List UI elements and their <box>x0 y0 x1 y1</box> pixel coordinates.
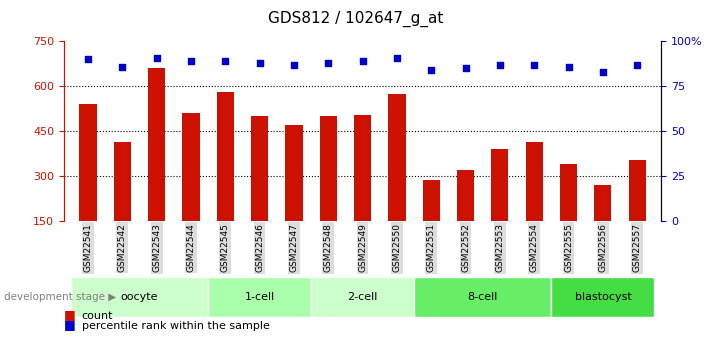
Bar <box>320 116 337 266</box>
FancyBboxPatch shape <box>414 277 552 317</box>
Text: GSM22556: GSM22556 <box>599 224 607 273</box>
Bar <box>354 115 371 266</box>
Point <box>186 58 197 64</box>
Text: 2-cell: 2-cell <box>348 292 378 302</box>
Text: blastocyst: blastocyst <box>574 292 631 302</box>
Text: ■: ■ <box>64 318 76 331</box>
Text: GSM22546: GSM22546 <box>255 224 264 272</box>
Bar <box>148 68 165 266</box>
Bar <box>285 125 303 266</box>
Text: GSM22557: GSM22557 <box>633 224 642 273</box>
Text: 8-cell: 8-cell <box>468 292 498 302</box>
Text: GSM22543: GSM22543 <box>152 224 161 272</box>
Bar <box>251 116 268 266</box>
Bar <box>629 159 646 266</box>
Text: GSM22549: GSM22549 <box>358 224 367 272</box>
Point <box>391 55 402 60</box>
Point <box>151 55 162 60</box>
Point <box>82 57 94 62</box>
Text: ■: ■ <box>64 308 76 321</box>
Bar <box>183 113 200 266</box>
Text: development stage ▶: development stage ▶ <box>4 292 116 302</box>
Point <box>460 66 471 71</box>
Text: GSM22545: GSM22545 <box>221 224 230 272</box>
Point <box>631 62 643 68</box>
Text: GSM22551: GSM22551 <box>427 224 436 273</box>
Point <box>357 58 368 64</box>
Text: GSM22547: GSM22547 <box>289 224 299 272</box>
Point <box>220 58 231 64</box>
Point <box>254 60 265 66</box>
Point <box>323 60 334 66</box>
Bar <box>457 170 474 266</box>
Point <box>426 67 437 73</box>
Text: 1-cell: 1-cell <box>245 292 274 302</box>
Text: GSM22544: GSM22544 <box>186 224 196 272</box>
Text: GSM22550: GSM22550 <box>392 224 402 273</box>
Point <box>288 62 299 68</box>
Text: GSM22541: GSM22541 <box>83 224 92 272</box>
Text: percentile rank within the sample: percentile rank within the sample <box>82 321 269 331</box>
Text: GSM22548: GSM22548 <box>324 224 333 272</box>
Bar <box>525 141 542 266</box>
Text: GSM22552: GSM22552 <box>461 224 470 272</box>
Text: GSM22554: GSM22554 <box>530 224 539 272</box>
Bar <box>422 180 440 266</box>
Bar <box>594 185 611 266</box>
Bar <box>388 94 405 266</box>
Bar <box>560 164 577 266</box>
FancyBboxPatch shape <box>208 277 311 317</box>
Text: GSM22555: GSM22555 <box>564 224 573 273</box>
Bar <box>491 149 508 266</box>
Point <box>528 62 540 68</box>
Point <box>597 69 609 75</box>
Bar <box>80 104 97 266</box>
Bar <box>114 141 131 266</box>
Bar <box>217 92 234 266</box>
Text: count: count <box>82 311 113 321</box>
Text: oocyte: oocyte <box>121 292 159 302</box>
Text: GDS812 / 102647_g_at: GDS812 / 102647_g_at <box>268 10 443 27</box>
Point <box>494 62 506 68</box>
Point <box>117 64 128 69</box>
Text: GSM22553: GSM22553 <box>496 224 504 273</box>
FancyBboxPatch shape <box>552 277 654 317</box>
Text: GSM22542: GSM22542 <box>118 224 127 272</box>
Point <box>563 64 574 69</box>
FancyBboxPatch shape <box>311 277 414 317</box>
FancyBboxPatch shape <box>71 277 208 317</box>
